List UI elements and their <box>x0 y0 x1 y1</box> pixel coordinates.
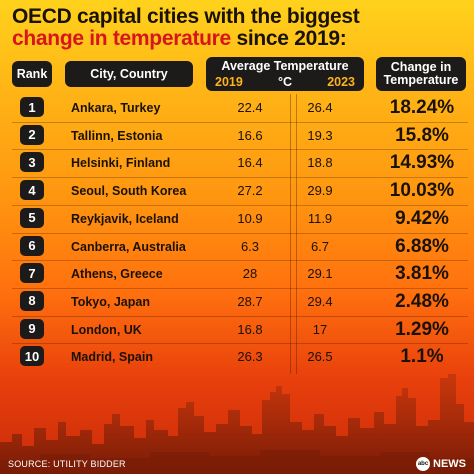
temperature-2019: 28.7 <box>237 293 263 309</box>
city-country: Helsinki, Finland <box>71 156 171 171</box>
temperature-change: 1.29% <box>395 318 449 340</box>
city-country: Tallinn, Estonia <box>71 128 163 143</box>
headline-highlight: change in temperature <box>12 27 231 50</box>
temperature-change: 6.88% <box>395 235 449 257</box>
temperature-2019: 16.6 <box>237 127 263 143</box>
header-change-line-2: Temperature <box>383 73 459 87</box>
table-row: 8 Tokyo, Japan 28.7 29.4 2.48% <box>0 287 474 316</box>
city-country: London, UK <box>71 322 142 337</box>
header-year-2023: 2023 <box>327 74 355 89</box>
rank-badge: 9 <box>20 318 44 339</box>
rank-badge: 1 <box>20 97 44 117</box>
temperature-2019: 10.9 <box>237 210 263 226</box>
city-country: Tokyo, Japan <box>71 294 150 309</box>
headline-line-1: OECD capital cities with the biggest <box>12 5 360 28</box>
table-row: 3 Helsinki, Finland 16.4 18.8 14.93% <box>0 149 474 177</box>
row-divider <box>12 315 468 317</box>
temperature-2023: 11.9 <box>307 210 333 226</box>
city-country: Reykjavik, Iceland <box>71 211 179 226</box>
header-city: City, Country <box>65 61 193 87</box>
temperature-2023: 29.4 <box>307 293 333 309</box>
rank-badge: 3 <box>20 152 44 173</box>
temperature-2019: 26.3 <box>237 349 263 365</box>
header-year-2019: 2019 <box>215 74 243 89</box>
temperature-2019: 6.3 <box>240 238 260 254</box>
abc-news-logo: abc NEWS <box>416 457 466 471</box>
city-country: Madrid, Spain <box>71 350 153 365</box>
row-divider <box>12 149 468 151</box>
temperature-2019: 27.2 <box>237 183 263 199</box>
temperature-2019: 16.8 <box>237 321 263 337</box>
header-change: Change in Temperature <box>376 57 466 91</box>
rank-badge: 8 <box>20 290 44 311</box>
abc-logo-mark: abc <box>416 457 430 471</box>
city-country: Canberra, Australia <box>71 239 186 254</box>
headline-line-2-rest: since 2019: <box>230 27 347 50</box>
row-divider <box>12 287 468 289</box>
city-country: Ankara, Turkey <box>71 101 161 115</box>
column-divider <box>290 94 291 374</box>
headline: OECD capital cities with the biggest cha… <box>12 6 472 50</box>
rank-badge: 10 <box>20 346 44 367</box>
rank-badge: 4 <box>20 180 44 201</box>
temperature-2023: 19.3 <box>307 127 333 143</box>
table-row: 9 London, UK 16.8 17 1.29% <box>0 315 474 344</box>
table-row: 7 Athens, Greece 28 29.1 3.81% <box>0 260 474 288</box>
header-change-line-1: Change in <box>390 60 452 74</box>
temperature-change: 14.93% <box>389 152 455 174</box>
temperature-2023: 26.4 <box>307 100 333 115</box>
table-row: 10 Madrid, Spain 26.3 26.5 1.1% <box>0 343 474 371</box>
table-row: 5 Reykjavik, Iceland 10.9 11.9 9.42% <box>0 204 474 233</box>
temperature-2023: 18.8 <box>307 155 333 171</box>
header-years: 2019 °C 2023 <box>215 74 355 89</box>
rank-badge: 7 <box>20 263 44 284</box>
source-credit: SOURCE: UTILITY BIDDER <box>8 459 126 469</box>
temperature-2019: 22.4 <box>237 100 263 115</box>
temperature-change: 10.03% <box>389 180 455 202</box>
row-divider <box>12 260 468 262</box>
city-country: Athens, Greece <box>71 267 163 282</box>
rank-badge: 6 <box>20 235 44 256</box>
city-skyline-illustration <box>0 374 474 474</box>
temperature-2019: 16.4 <box>237 155 263 171</box>
row-divider <box>12 177 468 179</box>
row-divider <box>12 343 468 345</box>
temperature-change: 15.8% <box>395 124 449 146</box>
news-wordmark: NEWS <box>433 458 466 470</box>
rank-badge: 5 <box>20 207 44 228</box>
temperature-change: 18.24% <box>389 97 455 118</box>
city-country: Seoul, South Korea <box>71 184 187 199</box>
row-divider <box>12 232 468 234</box>
temperature-change: 9.42% <box>395 207 449 229</box>
table-row: 4 Seoul, South Korea 27.2 29.9 10.03% <box>0 177 474 205</box>
temperature-2023: 29.9 <box>307 183 333 199</box>
table-row: 6 Canberra, Australia 6.3 6.7 6.88% <box>0 232 474 261</box>
temperature-2023: 29.1 <box>307 266 333 282</box>
temperature-change: 1.1% <box>400 346 444 368</box>
row-divider <box>12 121 468 123</box>
temperature-change: 2.48% <box>395 290 449 312</box>
temperature-change: 3.81% <box>395 263 449 285</box>
temperature-2019: 28 <box>242 266 258 282</box>
temperature-2023: 17 <box>312 321 328 337</box>
temperature-2023: 26.5 <box>307 349 333 365</box>
column-divider <box>296 94 297 374</box>
rank-badge: 2 <box>20 124 44 145</box>
table-row: 1 Ankara, Turkey 22.4 26.4 18.24% <box>0 95 474 122</box>
table-row: 2 Tallinn, Estonia 16.6 19.3 15.8% <box>0 121 474 150</box>
header-average-temperature-label: Average Temperature <box>221 58 349 73</box>
header-unit: °C <box>277 74 293 89</box>
header-average-temperature: Average Temperature 2019 °C 2023 <box>206 57 364 91</box>
header-rank: Rank <box>12 61 52 87</box>
temperature-2023: 6.7 <box>310 238 330 254</box>
row-divider <box>12 204 468 206</box>
